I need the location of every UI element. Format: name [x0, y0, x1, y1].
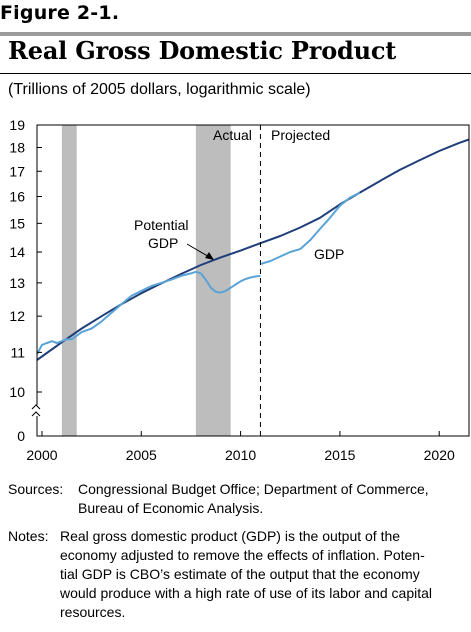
annotation-gdp: GDP — [314, 246, 344, 262]
y-tick-label: 19 — [9, 117, 25, 133]
y-tick-label: 16 — [9, 188, 25, 204]
sources-line: Congressional Budget Office; Department … — [78, 481, 429, 497]
title-rule — [0, 73, 471, 74]
notes-line: tial GDP is CBO’s estimate of the output… — [60, 566, 420, 582]
recession-band-1 — [61, 125, 77, 436]
notes-line: economy adjusted to remove the effects o… — [60, 547, 425, 563]
annotation-potential-line1: Potential — [134, 217, 188, 233]
y-tick-label: 14 — [9, 244, 25, 260]
notes-text: Real gross domestic product (GDP) is the… — [60, 527, 471, 622]
y-tick-label: 13 — [9, 275, 25, 291]
notes-line: Real gross domestic product (GDP) is the… — [60, 528, 401, 544]
y-tick-label-zero: 0 — [17, 428, 25, 444]
figure-label: Figure 2-1. — [0, 2, 120, 24]
sources-label: Sources: — [8, 481, 64, 497]
sources-text: Congressional Budget Office; Department … — [78, 480, 471, 518]
annotation-actual: Actual — [213, 127, 252, 143]
series-lines — [36, 138, 470, 361]
x-tick-label: 2005 — [126, 447, 157, 463]
series-line-gdp-2 — [260, 191, 361, 266]
y-tick-label: 17 — [9, 163, 25, 179]
potential-arrow-head — [205, 252, 214, 260]
chart-subtitle: (Trillions of 2005 dollars, logarithmic … — [8, 81, 311, 98]
recession-bands — [61, 125, 231, 436]
series-line-gdp-1 — [36, 270, 261, 355]
axis-break-icon — [31, 404, 41, 417]
sources-line: Bureau of Economic Analysis. — [78, 500, 264, 516]
y-tick-label: 10 — [9, 384, 25, 400]
notes-line: resources. — [60, 604, 126, 620]
notes-label: Notes: — [8, 528, 49, 544]
series-line-potential-gdp — [36, 138, 470, 361]
notes-line: would produce with a high rate of use of… — [60, 585, 433, 601]
recession-band-2 — [195, 125, 231, 436]
x-tick-label: 2015 — [324, 447, 355, 463]
annotations: Actual Projected Potential GDP GDP — [134, 127, 344, 262]
y-tick-label: 18 — [9, 139, 25, 155]
annotation-projected: Projected — [271, 127, 330, 143]
y-tick-label: 11 — [10, 344, 25, 360]
y-tick-label: 15 — [9, 215, 25, 231]
y-tick-label: 12 — [9, 308, 25, 324]
x-tick-label: 2020 — [424, 447, 455, 463]
plot-frame — [36, 124, 470, 437]
top-rule — [0, 32, 471, 36]
x-tick-label: 2010 — [225, 447, 256, 463]
x-tick-label: 2000 — [26, 447, 57, 463]
axis-break-gap — [31, 405, 43, 416]
annotation-potential-line2: GDP — [148, 235, 178, 251]
chart-title: Real Gross Domestic Product — [8, 36, 397, 65]
